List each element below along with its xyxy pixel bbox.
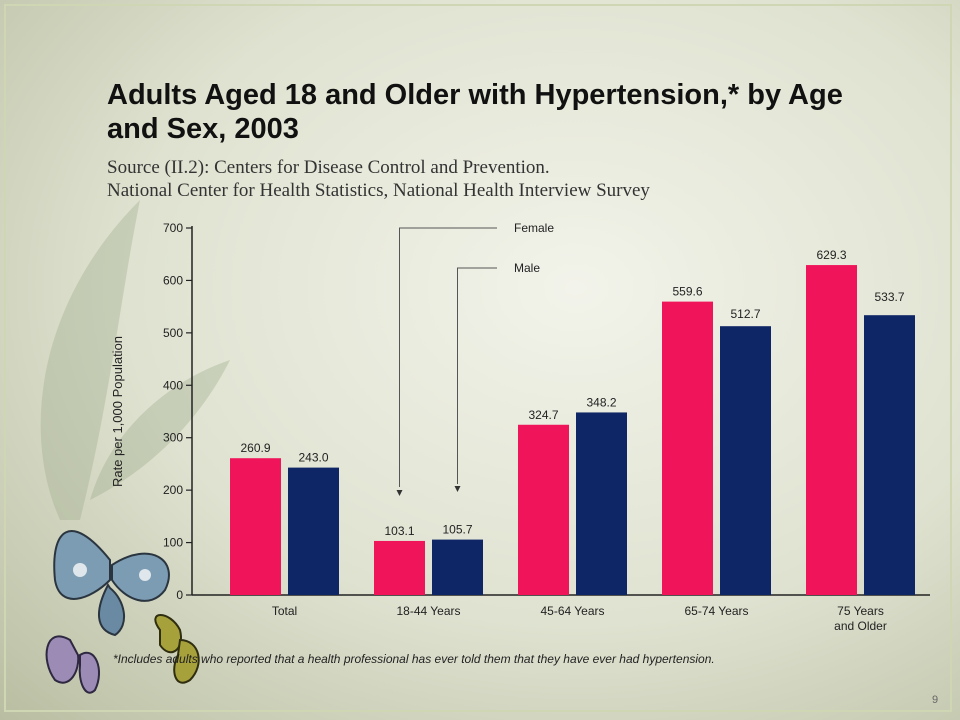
data-label: 260.9: [240, 441, 270, 455]
bar-female: [662, 301, 713, 595]
chart-source: Source (II.2): Centers for Disease Contr…: [107, 156, 867, 202]
bar-female: [518, 424, 569, 595]
data-label: 512.7: [730, 307, 760, 321]
bar-male: [288, 467, 339, 595]
y-tick-label: 200: [163, 483, 183, 497]
data-label: 103.1: [384, 524, 414, 538]
legend-label-male: Male: [514, 261, 540, 275]
y-tick-label: 100: [163, 536, 183, 550]
y-tick-label: 0: [176, 588, 183, 602]
bar-male: [576, 412, 627, 595]
data-label: 243.0: [298, 451, 328, 465]
data-label: 559.6: [672, 285, 702, 299]
x-tick-label: Total: [272, 604, 297, 618]
source-line-2: National Center for Health Statistics, N…: [107, 180, 650, 201]
data-label: 629.3: [816, 248, 846, 262]
source-line-1: Source (II.2): Centers for Disease Contr…: [107, 157, 550, 178]
y-axis-title: Rate per 1,000 Population: [110, 336, 125, 487]
y-tick-label: 500: [163, 326, 183, 340]
chart-title: Adults Aged 18 and Older with Hypertensi…: [107, 79, 843, 145]
legend-label-female: Female: [514, 221, 554, 235]
x-tick-label: 18-44 Years: [396, 604, 460, 618]
chart-footnote: *Includes adults who reported that a hea…: [113, 652, 715, 666]
slide-frame: [4, 4, 952, 712]
data-label: 348.2: [586, 395, 616, 409]
legend-arrow-male: [454, 486, 461, 492]
x-tick-label: 45-64 Years: [540, 604, 604, 618]
bar-male: [864, 315, 915, 595]
butterfly-icon-purple: [45, 635, 100, 694]
data-label: 105.7: [442, 523, 472, 537]
y-tick-label: 300: [163, 431, 183, 445]
legend-leader-female: [399, 227, 497, 487]
x-tick-label: 65-74 Years: [684, 604, 748, 618]
y-tick-label: 400: [163, 378, 183, 392]
y-tick-label: 700: [163, 221, 183, 235]
bar-female: [230, 458, 281, 595]
butterfly-icon-olive: [154, 614, 200, 684]
butterfly-icon-blue: [53, 530, 170, 637]
bar-male: [720, 326, 771, 595]
leaf-shape-2: [90, 360, 230, 500]
leaf-shape: [40, 200, 140, 520]
y-tick-label: 600: [163, 273, 183, 287]
legend-leader-male: [457, 267, 497, 484]
bar-female: [806, 265, 857, 595]
page-number: 9: [932, 694, 939, 706]
data-label: 324.7: [528, 408, 558, 422]
bar-female: [374, 540, 425, 595]
legend-arrow-female: [396, 490, 403, 496]
bar-male: [432, 539, 483, 595]
x-tick-label: 75 Years: [837, 604, 884, 618]
data-label: 533.7: [874, 290, 904, 304]
x-tick-label: and Older: [834, 619, 887, 633]
